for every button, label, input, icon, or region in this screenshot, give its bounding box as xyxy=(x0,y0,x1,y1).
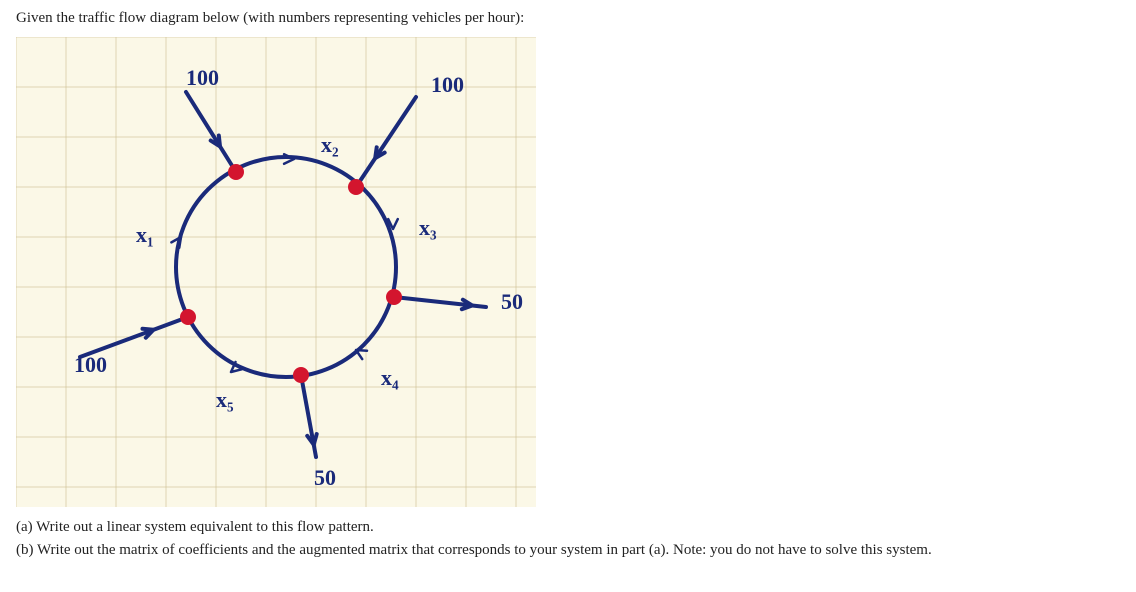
question-a: (a) Write out a linear system equivalent… xyxy=(16,519,1120,536)
svg-text:50: 50 xyxy=(314,465,336,490)
svg-text:x₅: x₅ xyxy=(216,387,234,412)
svg-text:100: 100 xyxy=(74,352,107,377)
svg-text:100: 100 xyxy=(186,65,219,90)
svg-text:x₃: x₃ xyxy=(419,215,437,240)
traffic-diagram: 100 100 50 50 100 x₂ x₃ x₄ x₅ x₁ xyxy=(16,37,1120,507)
question-b: (b) Write out the matrix of coefficients… xyxy=(16,542,1120,559)
svg-text:100: 100 xyxy=(431,72,464,97)
svg-text:50: 50 xyxy=(501,289,523,314)
svg-text:x₄: x₄ xyxy=(381,365,399,390)
svg-text:x₂: x₂ xyxy=(321,132,339,157)
problem-prompt: Given the traffic flow diagram below (wi… xyxy=(16,10,1120,27)
diagram-svg: 100 100 50 50 100 x₂ x₃ x₄ x₅ x₁ xyxy=(16,37,536,507)
svg-text:x₁: x₁ xyxy=(136,222,154,247)
